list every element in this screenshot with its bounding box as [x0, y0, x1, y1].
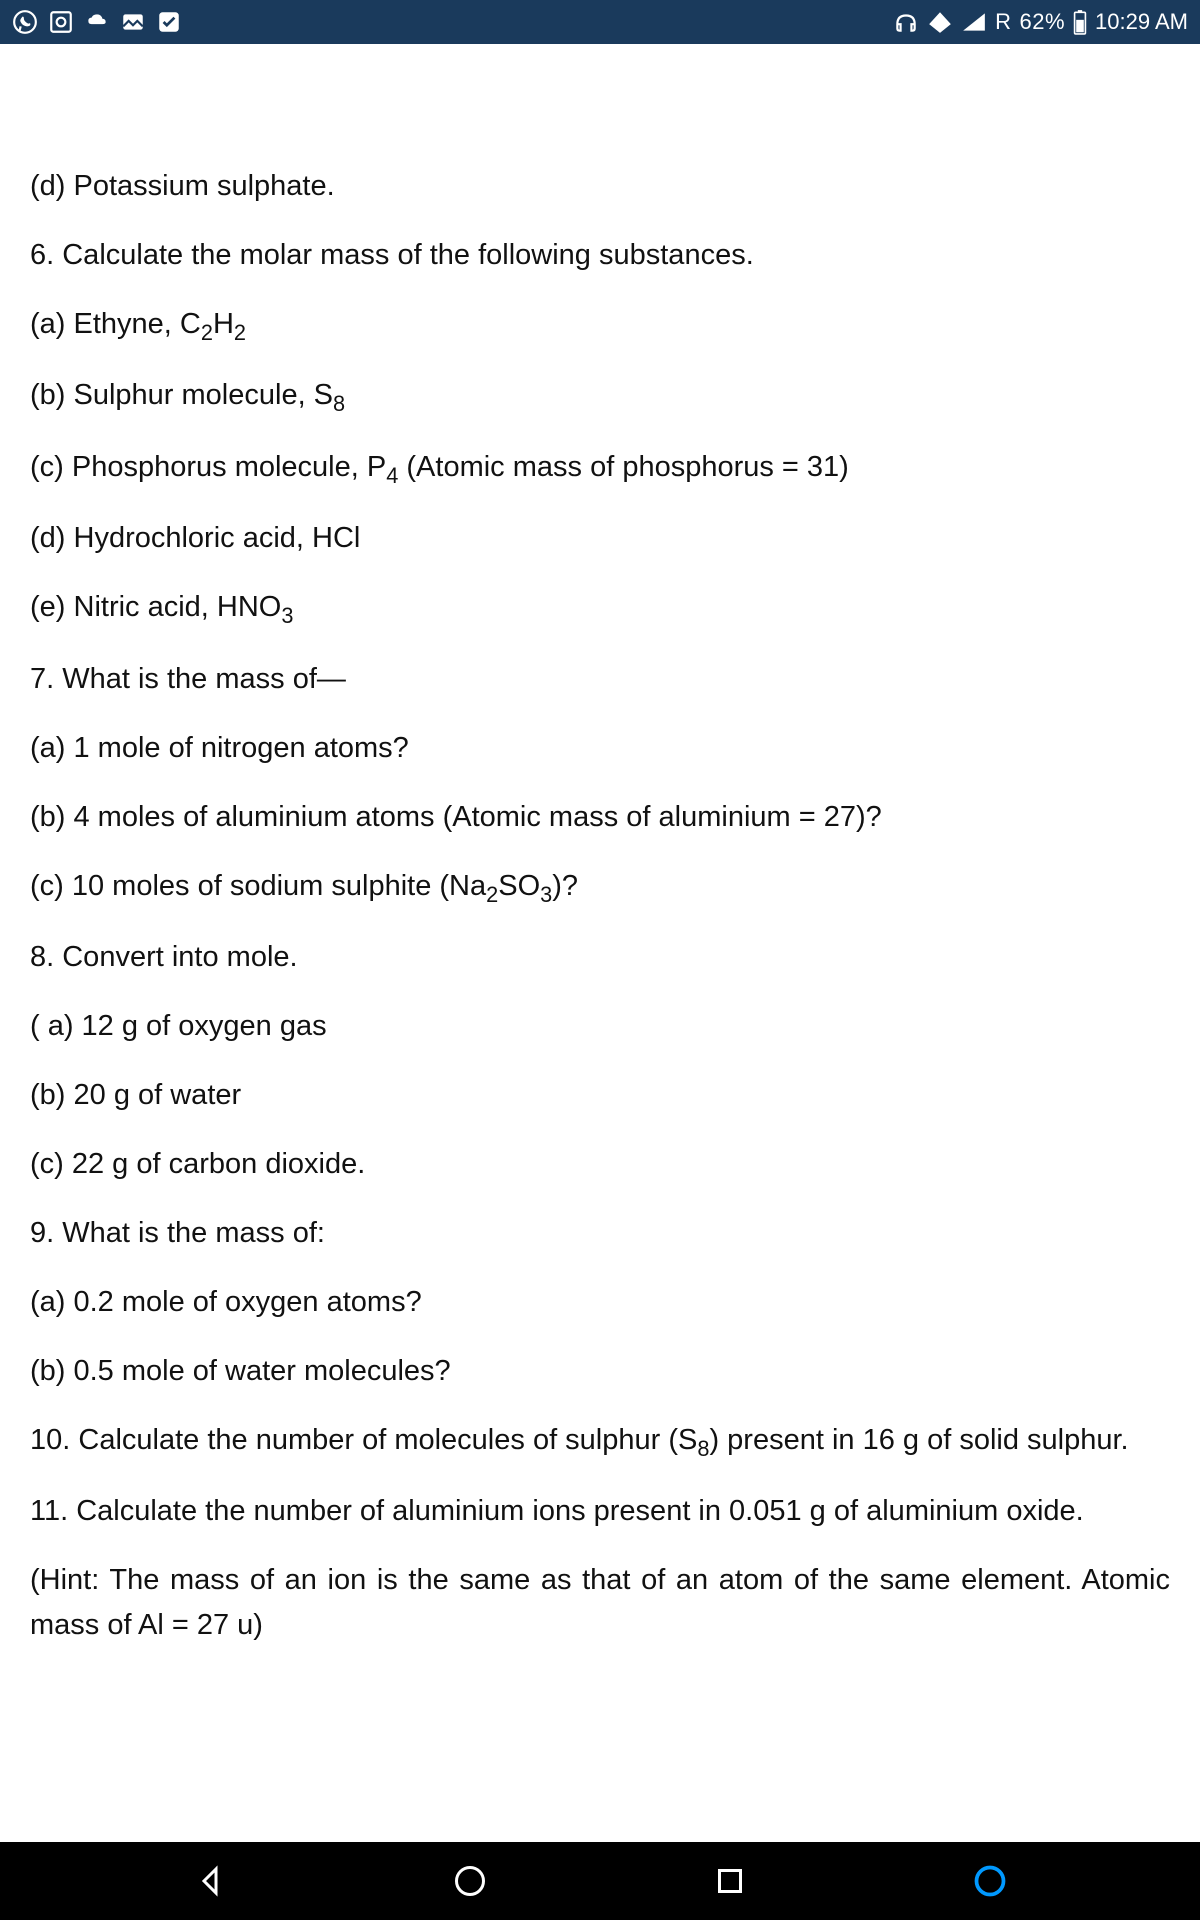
- text-line: 8. Convert into mole.: [30, 935, 1170, 980]
- status-bar-right: R 62% 10:29 AM: [893, 9, 1188, 35]
- text-line: (d) Potassium sulphate.: [30, 164, 1170, 209]
- clock-time: 10:29 AM: [1095, 9, 1188, 35]
- image-icon: [120, 9, 146, 35]
- text-line: 10. Calculate the number of molecules of…: [30, 1418, 1170, 1466]
- text-line: (Hint: The mass of an ion is the same as…: [30, 1558, 1170, 1648]
- text-line: (c) 10 moles of sodium sulphite (Na2SO3)…: [30, 864, 1170, 912]
- whatsapp-icon: [12, 9, 38, 35]
- text-line: (c) Phosphorus molecule, P4 (Atomic mass…: [30, 445, 1170, 493]
- back-icon[interactable]: [192, 1863, 228, 1899]
- text-line: (a) 1 mole of nitrogen atoms?: [30, 726, 1170, 771]
- home-icon[interactable]: [452, 1863, 488, 1899]
- text-line: 9. What is the mass of:: [30, 1211, 1170, 1256]
- headphones-icon: [893, 9, 919, 35]
- weather-icon: [84, 9, 110, 35]
- recent-apps-icon[interactable]: [712, 1863, 748, 1899]
- text-line: (c) 22 g of carbon dioxide.: [30, 1142, 1170, 1187]
- text-line: (a) Ethyne, C2H2: [30, 302, 1170, 350]
- text-line: 7. What is the mass of—: [30, 657, 1170, 702]
- text-line: (b) 20 g of water: [30, 1073, 1170, 1118]
- status-bar-left: [12, 9, 182, 35]
- camera-icon: [48, 9, 74, 35]
- battery-percent: 62%: [1020, 9, 1066, 35]
- text-line: (b) Sulphur molecule, S8: [30, 373, 1170, 421]
- status-bar: R 62% 10:29 AM: [0, 0, 1200, 44]
- signal-icon: [961, 9, 987, 35]
- navigation-bar: [0, 1842, 1200, 1920]
- text-line: (e) Nitric acid, HNO3: [30, 585, 1170, 633]
- checkbox-icon: [156, 9, 182, 35]
- text-line: ( a) 12 g of oxygen gas: [30, 1004, 1170, 1049]
- network-label: R: [995, 9, 1011, 35]
- text-line: 6. Calculate the molar mass of the follo…: [30, 233, 1170, 278]
- text-line: 11. Calculate the number of aluminium io…: [30, 1489, 1170, 1534]
- assistant-icon[interactable]: [972, 1863, 1008, 1899]
- text-line: (b) 4 moles of aluminium atoms (Atomic m…: [30, 795, 1170, 840]
- battery-icon: [1073, 9, 1087, 35]
- document-content[interactable]: (d) Potassium sulphate. 6. Calculate the …: [0, 44, 1200, 1692]
- text-line: (b) 0.5 mole of water molecules?: [30, 1349, 1170, 1394]
- text-line: (a) 0.2 mole of oxygen atoms?: [30, 1280, 1170, 1325]
- text-line: (d) Hydrochloric acid, HCl: [30, 516, 1170, 561]
- wifi-icon: [927, 9, 953, 35]
